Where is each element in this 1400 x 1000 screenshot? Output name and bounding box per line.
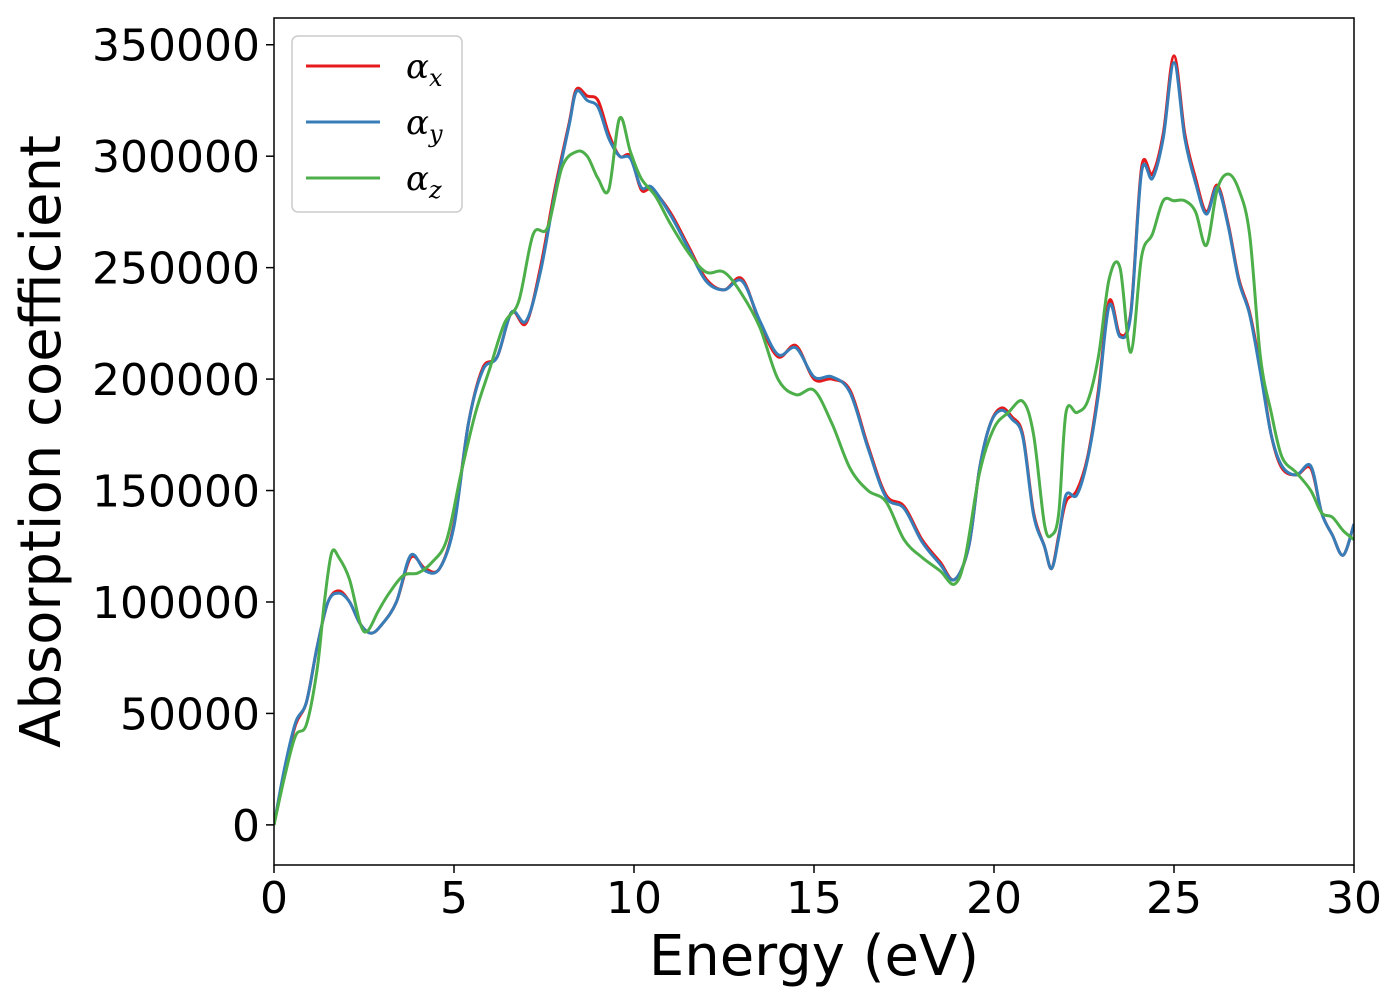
y-tick-label: 200000 <box>92 355 260 406</box>
y-axis: 0 50000 100000 150000 200000 250000 300000 3500… <box>92 21 274 852</box>
y-tick-label: 250000 <box>92 244 260 295</box>
x-axis-title: Energy (eV) <box>649 924 979 989</box>
x-tick-label: 30 <box>1326 873 1382 924</box>
series-line-z <box>274 116 1354 826</box>
y-tick-label: 300000 <box>92 132 260 183</box>
legend: αx αy αz <box>291 35 463 213</box>
x-tick-label: 5 <box>440 873 468 924</box>
y-axis-title: Absorption coefficient <box>9 135 74 748</box>
x-tick-label: 25 <box>1146 873 1202 924</box>
legend-label-y: αy <box>406 103 443 148</box>
legend-label-x: αx <box>406 47 443 92</box>
x-axis: 0 5 10 15 20 25 30 <box>260 865 1382 924</box>
x-tick-label: 0 <box>260 873 288 924</box>
legend-label-z: αz <box>406 159 442 204</box>
x-tick-label: 20 <box>966 873 1022 924</box>
series-line-y <box>274 61 1354 826</box>
y-tick-label: 100000 <box>92 578 260 629</box>
x-tick-label: 15 <box>786 873 842 924</box>
y-tick-label: 0 <box>232 801 260 852</box>
y-tick-label: 150000 <box>92 467 260 518</box>
x-tick-label: 10 <box>606 873 662 924</box>
series-layer <box>274 54 1354 826</box>
y-tick-label: 50000 <box>120 689 260 740</box>
y-tick-label: 350000 <box>92 21 260 72</box>
legend-frame <box>291 35 463 213</box>
